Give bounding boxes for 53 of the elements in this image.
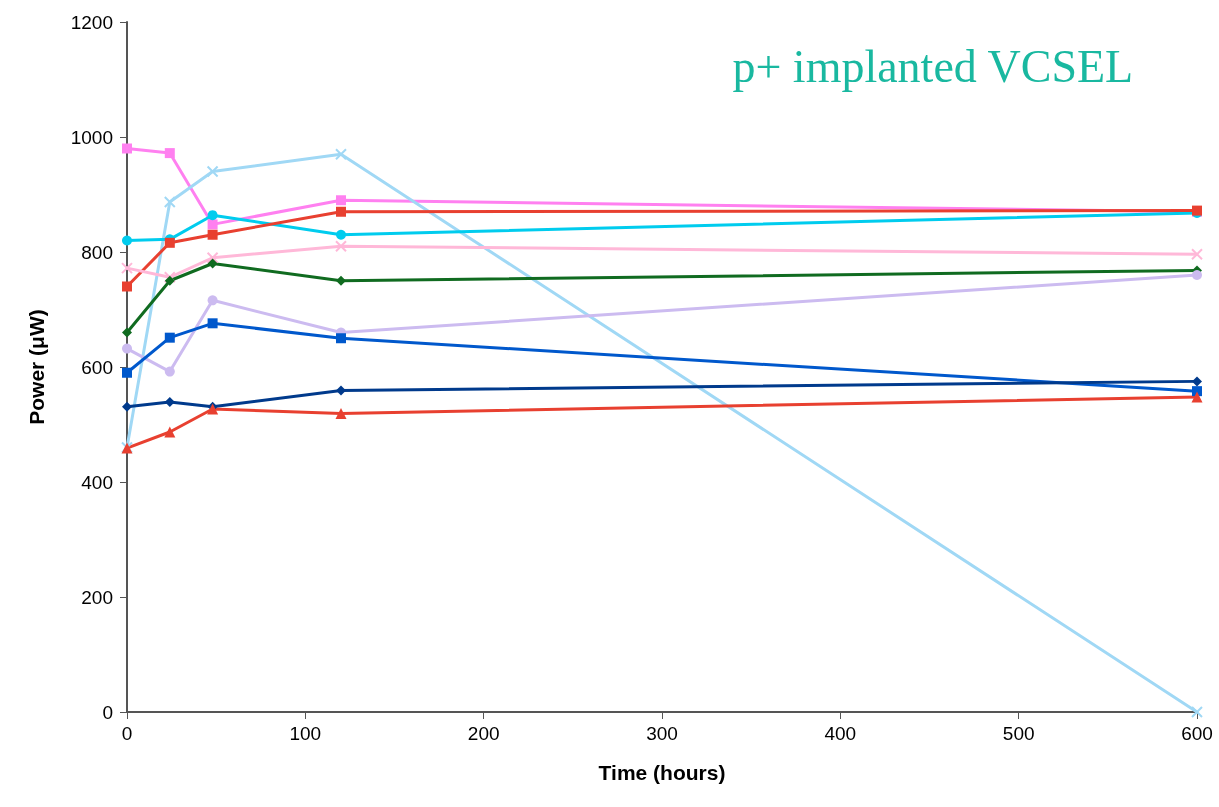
point <box>207 295 218 306</box>
point <box>336 195 346 206</box>
y-tick-label: 600 <box>81 356 113 378</box>
y-axis-title: Power (μW) <box>25 309 48 425</box>
point <box>336 385 346 396</box>
y-tick-label: 800 <box>81 241 113 263</box>
point <box>1192 376 1202 387</box>
point <box>164 148 175 159</box>
x-tick-label: 0 <box>121 723 133 744</box>
x-tick-label: 400 <box>824 723 857 744</box>
point <box>122 327 132 338</box>
y-tick-label: 1200 <box>70 11 113 33</box>
point <box>1192 270 1202 280</box>
point <box>207 229 218 240</box>
x-tick-label: 200 <box>467 723 500 744</box>
y-tick-label: 200 <box>81 586 113 608</box>
point <box>122 235 132 246</box>
point <box>122 143 132 154</box>
y-tick-label: 0 <box>102 701 113 723</box>
point <box>207 318 218 329</box>
point <box>336 229 346 240</box>
point <box>122 367 132 378</box>
point <box>122 343 132 354</box>
point <box>336 333 346 344</box>
point <box>163 271 176 284</box>
chart-title: p+ implanted VCSEL <box>732 40 1134 92</box>
x-tick-label: 100 <box>289 723 322 744</box>
point <box>206 251 219 264</box>
point <box>164 426 176 438</box>
point <box>121 262 133 275</box>
y-tick-label: 400 <box>81 471 113 493</box>
point <box>164 366 175 377</box>
x-axis-title: Time (hours) <box>598 761 726 784</box>
point <box>336 275 346 286</box>
point <box>207 210 218 221</box>
point <box>164 275 175 286</box>
point <box>164 332 175 343</box>
x-tick-label: 300 <box>646 723 678 744</box>
point <box>163 195 176 208</box>
x-tick-label: 500 <box>1002 723 1035 744</box>
point <box>336 206 346 217</box>
point <box>335 408 347 420</box>
point <box>122 401 132 412</box>
point <box>1191 248 1203 261</box>
point <box>206 165 219 178</box>
y-tick-label: 1000 <box>70 126 113 148</box>
point <box>335 240 347 253</box>
point <box>1191 391 1203 403</box>
x-tick-label: 600 <box>1181 723 1213 744</box>
point <box>207 258 218 269</box>
point <box>335 148 347 161</box>
point <box>122 281 132 292</box>
point <box>207 219 218 230</box>
